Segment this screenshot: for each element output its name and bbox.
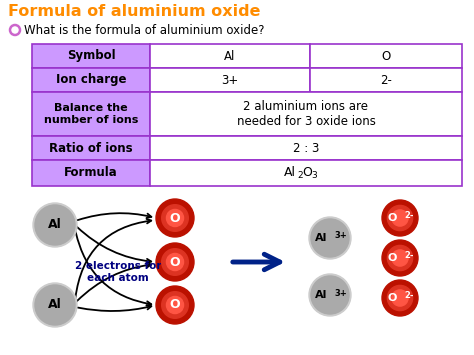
Text: 2: 2 [297,171,302,180]
Circle shape [309,274,351,316]
Text: 2 aluminium ions are
needed for 3 oxide ions: 2 aluminium ions are needed for 3 oxide … [237,100,375,128]
Text: O: O [170,299,180,311]
Text: Ratio of ions: Ratio of ions [49,142,133,154]
Circle shape [35,285,75,325]
Text: Al: Al [48,299,62,311]
Text: 2-: 2- [404,291,413,300]
Text: What is the formula of aluminium oxide?: What is the formula of aluminium oxide? [24,23,264,37]
Circle shape [166,209,183,226]
Text: Balance the
number of ions: Balance the number of ions [44,103,138,125]
Text: O: O [388,213,397,223]
Bar [310,44,462,68]
Circle shape [166,253,183,271]
Bar [32,44,150,68]
Text: O: O [170,212,180,224]
Text: Al: Al [284,166,296,180]
Text: Formula of aluminium oxide: Formula of aluminium oxide [8,4,261,19]
Text: 2 electrons for
each atom: 2 electrons for each atom [75,261,162,283]
Bar [32,160,150,186]
Text: Al: Al [48,218,62,231]
Circle shape [33,283,77,327]
Text: 3+: 3+ [334,231,347,240]
Text: 2-: 2- [380,73,392,87]
FancyArrowPatch shape [75,232,151,306]
Circle shape [35,205,75,245]
Circle shape [392,250,408,266]
Circle shape [382,200,418,236]
Circle shape [156,199,194,237]
Bar [150,92,462,136]
FancyArrowPatch shape [77,263,151,301]
Text: Ion charge: Ion charge [56,73,126,87]
Circle shape [387,206,412,231]
Bar [150,68,310,92]
Text: 2 : 3: 2 : 3 [293,142,319,154]
Circle shape [387,285,412,311]
FancyArrowPatch shape [78,213,151,220]
Bar [32,92,150,136]
Circle shape [392,210,408,226]
Bar [32,136,150,160]
Circle shape [387,245,412,271]
Text: O: O [388,253,397,263]
Circle shape [392,290,408,306]
Circle shape [382,240,418,276]
Circle shape [156,243,194,281]
Bar [310,68,462,92]
Text: Al: Al [224,49,236,62]
Text: 3: 3 [311,171,317,180]
Circle shape [311,219,349,257]
Text: Formula: Formula [64,166,118,180]
Text: O: O [170,256,180,268]
Bar [32,68,150,92]
Bar [150,160,462,186]
Text: O: O [382,49,391,62]
Circle shape [156,286,194,324]
FancyArrowPatch shape [77,227,151,263]
Circle shape [166,296,183,313]
Bar [150,44,310,68]
Circle shape [33,203,77,247]
Text: 3+: 3+ [334,289,347,297]
Circle shape [162,205,188,231]
Bar [150,136,462,160]
Circle shape [311,276,349,314]
Circle shape [309,217,351,259]
Text: O: O [302,166,312,180]
Text: 2-: 2- [404,212,413,220]
FancyArrowPatch shape [78,305,151,311]
Text: Symbol: Symbol [67,49,115,62]
Circle shape [382,280,418,316]
Circle shape [162,292,188,318]
Text: Al: Al [315,290,327,300]
Circle shape [162,249,188,275]
FancyArrowPatch shape [75,219,151,298]
Text: 2-: 2- [404,251,413,261]
FancyArrowPatch shape [233,254,280,270]
Text: Al: Al [315,233,327,243]
Text: O: O [388,293,397,303]
Text: 3+: 3+ [221,73,238,87]
